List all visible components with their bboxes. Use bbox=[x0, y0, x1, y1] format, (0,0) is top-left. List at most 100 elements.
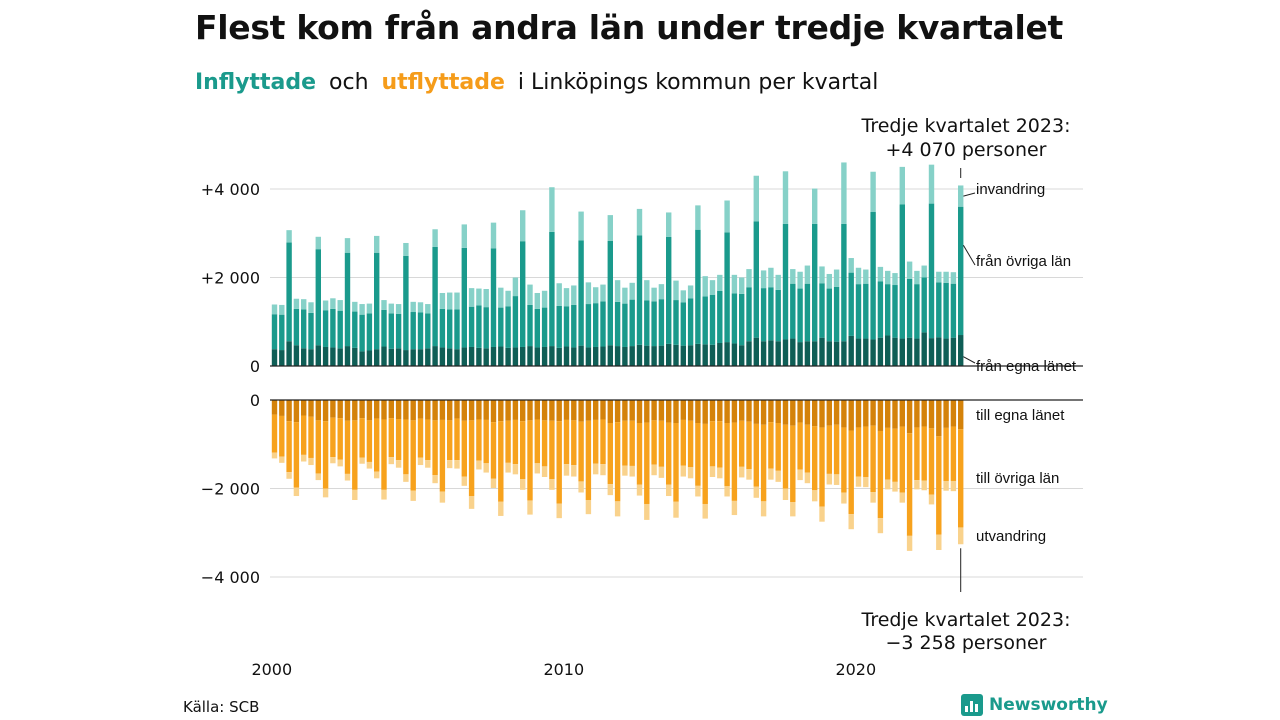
bar-out bbox=[636, 400, 643, 424]
bar-out bbox=[885, 479, 891, 490]
bar-in bbox=[804, 283, 811, 342]
bar-in bbox=[541, 346, 548, 366]
callout-out-text: −3 258 personer bbox=[886, 632, 1047, 654]
bar-in bbox=[687, 345, 694, 366]
bar-out bbox=[936, 400, 942, 437]
bar-in bbox=[782, 339, 789, 366]
bar-in bbox=[403, 242, 409, 256]
bar-out bbox=[906, 535, 913, 551]
bar-in bbox=[855, 267, 862, 285]
series-label-out: till egna länet bbox=[976, 407, 1065, 424]
bar-out bbox=[578, 400, 584, 422]
bar-in bbox=[308, 302, 314, 313]
bar-in bbox=[782, 171, 789, 224]
bar-in bbox=[585, 347, 592, 366]
source-note: Källa: SCB bbox=[183, 698, 260, 716]
bar-out bbox=[483, 463, 489, 473]
bar-out bbox=[308, 416, 314, 458]
bar-out bbox=[877, 400, 884, 431]
bar-out bbox=[520, 400, 526, 422]
bar-out bbox=[658, 466, 665, 478]
bar-out bbox=[315, 420, 321, 474]
bar-in bbox=[330, 347, 336, 366]
bar-out bbox=[388, 418, 394, 458]
bar-in bbox=[425, 348, 431, 366]
bar-out bbox=[614, 400, 621, 423]
bar-out bbox=[629, 465, 635, 477]
bar-in bbox=[410, 301, 416, 313]
bar-in bbox=[622, 346, 628, 366]
bar-in bbox=[352, 347, 358, 366]
bar-in bbox=[673, 300, 679, 345]
bar-in bbox=[476, 305, 482, 348]
bar-in bbox=[870, 212, 876, 340]
bar-out bbox=[833, 400, 840, 425]
bar-in bbox=[410, 349, 416, 366]
bar-in bbox=[359, 351, 365, 366]
bar-in bbox=[388, 348, 394, 366]
bar-out bbox=[520, 479, 526, 490]
bar-out bbox=[614, 422, 621, 502]
bar-out bbox=[461, 400, 467, 421]
bar-out bbox=[797, 469, 803, 481]
bar-in bbox=[330, 308, 336, 348]
bar-in bbox=[958, 335, 964, 366]
bar-out bbox=[571, 465, 577, 477]
bar-out bbox=[447, 400, 453, 421]
bar-in bbox=[556, 283, 562, 306]
bar-in bbox=[892, 285, 898, 338]
bar-in bbox=[855, 284, 862, 339]
bar-in bbox=[629, 346, 635, 366]
bar-in bbox=[417, 312, 424, 350]
bar-in bbox=[366, 350, 373, 366]
bar-in bbox=[571, 285, 577, 305]
bar-in bbox=[374, 252, 380, 350]
bar-in bbox=[936, 337, 942, 366]
bar-in bbox=[439, 347, 446, 366]
bar-out bbox=[804, 400, 811, 425]
bar-in bbox=[775, 274, 781, 290]
bar-out bbox=[556, 421, 562, 504]
bar-in bbox=[549, 187, 555, 232]
bar-out bbox=[768, 468, 774, 480]
bar-in bbox=[468, 306, 475, 347]
bar-in bbox=[483, 307, 489, 349]
bar-out bbox=[892, 481, 898, 492]
bar-in bbox=[906, 261, 913, 279]
bar-in bbox=[301, 309, 307, 349]
bar-out bbox=[468, 420, 475, 497]
bar-in bbox=[432, 229, 438, 247]
bar-in bbox=[855, 338, 862, 366]
bar-out bbox=[899, 492, 905, 503]
bar-in bbox=[928, 203, 935, 339]
bar-out bbox=[760, 400, 767, 425]
bar-out bbox=[841, 492, 847, 504]
bar-out bbox=[388, 457, 394, 465]
bar-in bbox=[454, 349, 460, 366]
bar-in bbox=[520, 210, 526, 242]
bar-in bbox=[337, 310, 343, 349]
bar-in bbox=[417, 302, 424, 313]
bar-in bbox=[520, 241, 526, 347]
migration-chart: +4 000 +2 000 0 0 −2 000 −4 000 2000 2010 2020 i… bbox=[201, 115, 1083, 679]
bar-out bbox=[885, 427, 891, 480]
bar-in bbox=[607, 240, 613, 346]
bar-in bbox=[439, 308, 446, 348]
bar-out bbox=[687, 467, 694, 479]
bar-in bbox=[636, 235, 643, 345]
bar-in bbox=[695, 343, 701, 366]
bar-out bbox=[724, 400, 730, 424]
bar-out bbox=[556, 400, 562, 422]
bar-out bbox=[337, 418, 343, 460]
bar-out bbox=[629, 400, 635, 421]
bar-in bbox=[906, 278, 913, 338]
bar-in bbox=[403, 350, 409, 366]
bar-out bbox=[629, 420, 635, 466]
bar-in bbox=[366, 313, 373, 351]
bar-in bbox=[403, 255, 409, 351]
bar-in bbox=[541, 290, 548, 308]
bar-out bbox=[286, 472, 292, 479]
bar-in bbox=[644, 345, 650, 366]
bar-in bbox=[520, 346, 526, 366]
bar-in bbox=[578, 240, 584, 346]
